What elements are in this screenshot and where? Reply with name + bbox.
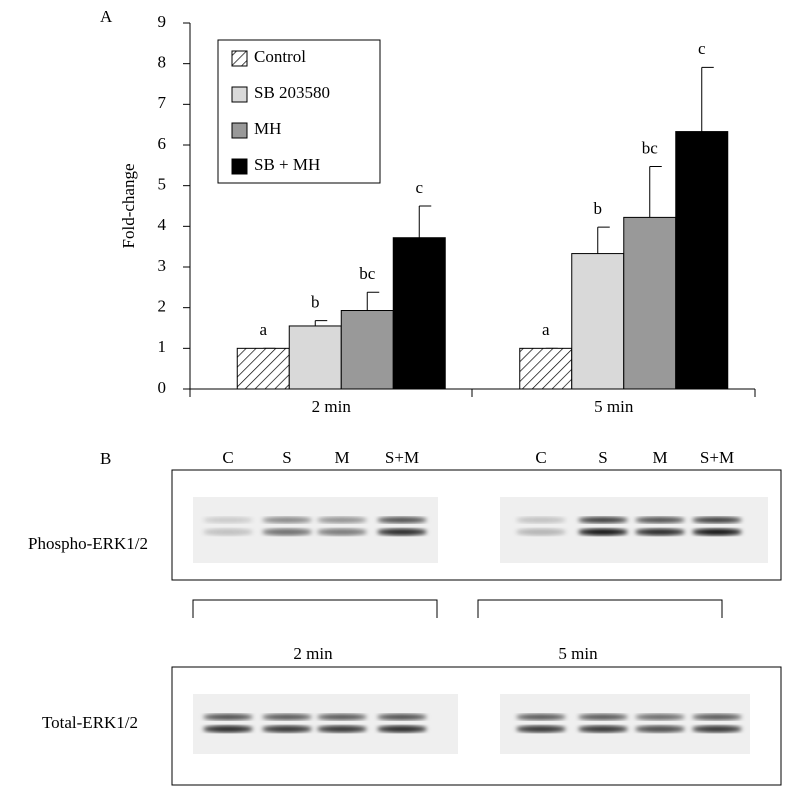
band — [203, 517, 253, 523]
band — [377, 517, 427, 523]
y-tick-label: 2 — [158, 297, 167, 316]
band — [377, 528, 427, 536]
band — [578, 517, 628, 523]
blot-frame — [171, 469, 782, 581]
y-tick-label: 5 — [158, 175, 167, 194]
row-label: Phospho-ERK1/2 — [28, 534, 148, 553]
band — [377, 725, 427, 733]
lane-label: S — [598, 448, 607, 467]
legend-label: MH — [254, 119, 281, 138]
band — [262, 517, 312, 523]
band — [578, 725, 628, 733]
lane-label: S+M — [700, 448, 734, 467]
band — [578, 528, 628, 536]
error-bar — [649, 166, 662, 218]
band — [262, 714, 312, 720]
lane-label: C — [222, 448, 233, 467]
bar — [236, 347, 290, 390]
band — [635, 725, 685, 733]
y-tick-label: 4 — [158, 215, 167, 234]
band — [203, 725, 253, 733]
band — [262, 725, 312, 733]
band — [262, 528, 312, 536]
time-label: 5 min — [558, 644, 598, 663]
band — [317, 725, 367, 733]
error-bar — [366, 291, 380, 311]
bar — [519, 347, 573, 390]
bracket — [192, 599, 438, 618]
y-tick-label: 8 — [158, 53, 167, 72]
significance-label: bc — [359, 264, 376, 283]
band — [317, 528, 367, 536]
lane-label: M — [652, 448, 667, 467]
legend-swatch — [231, 86, 248, 103]
blot-frame — [171, 666, 782, 786]
band — [692, 725, 742, 733]
band — [516, 725, 566, 733]
lane-label: C — [535, 448, 546, 467]
significance-label: a — [542, 320, 550, 339]
band — [692, 528, 742, 536]
band — [516, 714, 566, 720]
error-bar — [597, 226, 610, 254]
legend-swatch — [231, 158, 248, 175]
band — [635, 714, 685, 720]
bracket — [477, 599, 723, 618]
y-tick-label: 0 — [158, 378, 167, 397]
y-axis-label: Fold-change — [119, 164, 138, 249]
y-tick-label: 1 — [158, 337, 167, 356]
blot-images — [193, 497, 768, 754]
band — [516, 528, 566, 536]
time-label: 2 min — [293, 644, 333, 663]
band — [635, 528, 685, 536]
panel-label: A — [100, 7, 113, 26]
legend-label: Control — [254, 47, 306, 66]
legend-swatch — [231, 50, 248, 67]
legend-label: SB + MH — [254, 155, 320, 174]
band — [578, 714, 628, 720]
x-tick-label: 2 min — [312, 397, 352, 416]
significance-label: b — [311, 293, 320, 312]
legend-swatch — [231, 122, 248, 139]
band — [635, 517, 685, 523]
band — [516, 517, 566, 523]
y-tick-label: 7 — [158, 93, 167, 112]
significance-label: b — [594, 199, 603, 218]
error-bar — [701, 66, 714, 132]
band — [203, 714, 253, 720]
band — [377, 714, 427, 720]
band — [692, 517, 742, 523]
band — [317, 714, 367, 720]
panel-label: B — [100, 449, 111, 468]
lane-label: S+M — [385, 448, 419, 467]
y-tick-label: 9 — [158, 12, 167, 31]
bar — [571, 253, 625, 390]
band — [317, 517, 367, 523]
blot-bg — [193, 694, 458, 754]
bar — [340, 310, 394, 390]
bar — [392, 237, 446, 390]
bar — [288, 325, 342, 390]
x-tick-label: 5 min — [594, 397, 634, 416]
bar — [675, 131, 729, 390]
legend-label: SB 203580 — [254, 83, 330, 102]
error-bar — [314, 320, 328, 326]
blot-bg — [500, 694, 750, 754]
significance-label: a — [259, 320, 267, 339]
bar — [623, 216, 677, 390]
band — [203, 528, 253, 536]
lane-label: S — [282, 448, 291, 467]
significance-label: c — [698, 39, 706, 58]
row-label: Total-ERK1/2 — [42, 713, 138, 732]
band — [692, 714, 742, 720]
lane-label: M — [334, 448, 349, 467]
significance-label: c — [415, 178, 423, 197]
y-tick-label: 6 — [158, 134, 167, 153]
error-bar — [418, 205, 432, 238]
y-tick-label: 3 — [158, 256, 167, 275]
significance-label: bc — [642, 138, 659, 157]
